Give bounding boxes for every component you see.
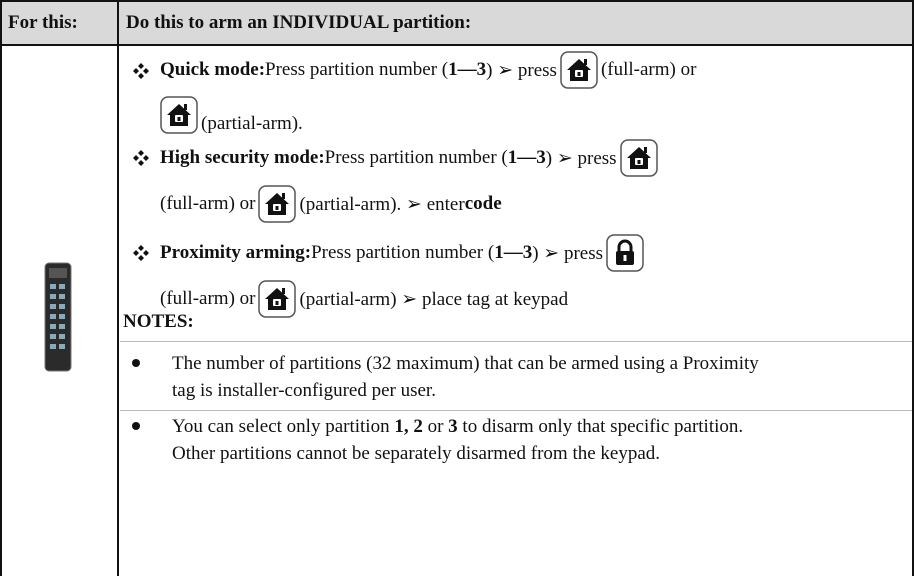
item-line: Proximity arming: Press partition number… — [160, 231, 647, 275]
partial-arm-icon — [160, 96, 198, 134]
item-text: Press partition number ( — [324, 147, 508, 168]
note-text: You can select only partition — [172, 416, 390, 437]
bullet — [132, 359, 140, 367]
bullet — [133, 63, 149, 79]
item-line: (full-arm) or (partial-arm). ➢ enter code — [160, 182, 502, 226]
item-text: (full-arm) or — [160, 288, 256, 309]
item-text: Press partition number ( — [311, 242, 495, 263]
item-text: ) ➢ press — [486, 59, 557, 81]
notes-title: NOTES: — [123, 311, 194, 332]
keypad-image — [44, 262, 72, 372]
note-text: 1, 2 — [394, 416, 423, 437]
item-text: (full-arm) or — [160, 193, 256, 214]
item-text: code — [464, 193, 502, 214]
full-arm-icon — [606, 234, 644, 272]
note: You can select only partition 1, 2 or 3 … — [172, 413, 782, 467]
item-label: High security mode: — [160, 147, 325, 168]
body-row — [0, 44, 914, 576]
note-text: The number of partitions (32 maximum) th… — [172, 353, 759, 401]
bullet — [133, 150, 149, 166]
item-text: Press partition number ( — [265, 59, 449, 80]
note-text: 3 — [448, 416, 458, 437]
separator — [120, 410, 912, 411]
item-text: (partial-arm) ➢ place tag at keypad — [299, 288, 569, 310]
item-line: (full-arm) or (partial-arm) ➢ place tag a… — [160, 277, 568, 321]
item-label: Quick mode: — [160, 59, 266, 80]
item-text: (full-arm) or — [600, 59, 697, 80]
partial-arm-icon — [258, 185, 296, 223]
column-divider — [117, 0, 119, 576]
partial-arm-icon — [258, 280, 296, 318]
item-text: (partial-arm). — [201, 113, 303, 134]
item-text: 1—3 — [494, 242, 533, 263]
note: The number of partitions (32 maximum) th… — [172, 350, 782, 404]
bullet — [132, 422, 140, 430]
item-text: (partial-arm). ➢ enter — [299, 193, 465, 215]
full-arm-icon — [620, 139, 658, 177]
item-line: (partial-arm). — [160, 93, 303, 137]
item-label: Proximity arming: — [160, 242, 312, 263]
item-line: Quick mode: Press partition number (1—3)… — [160, 48, 696, 92]
note-text: to disarm only that specific partition. … — [172, 416, 744, 464]
item-line: High security mode: Press partition numb… — [160, 136, 661, 180]
full-arm-icon — [560, 51, 598, 89]
header-col2: Do this to arm an INDIVIDUAL partition: — [126, 12, 472, 33]
item-text: 1—3 — [507, 147, 546, 168]
separator — [120, 341, 912, 342]
item-text: ) ➢ press — [545, 147, 617, 169]
note-text: or — [427, 416, 444, 437]
header-col1: For this: — [8, 12, 78, 33]
item-text: ) ➢ press — [532, 242, 603, 264]
bullet — [133, 245, 149, 261]
item-text: 1—3 — [448, 59, 487, 80]
